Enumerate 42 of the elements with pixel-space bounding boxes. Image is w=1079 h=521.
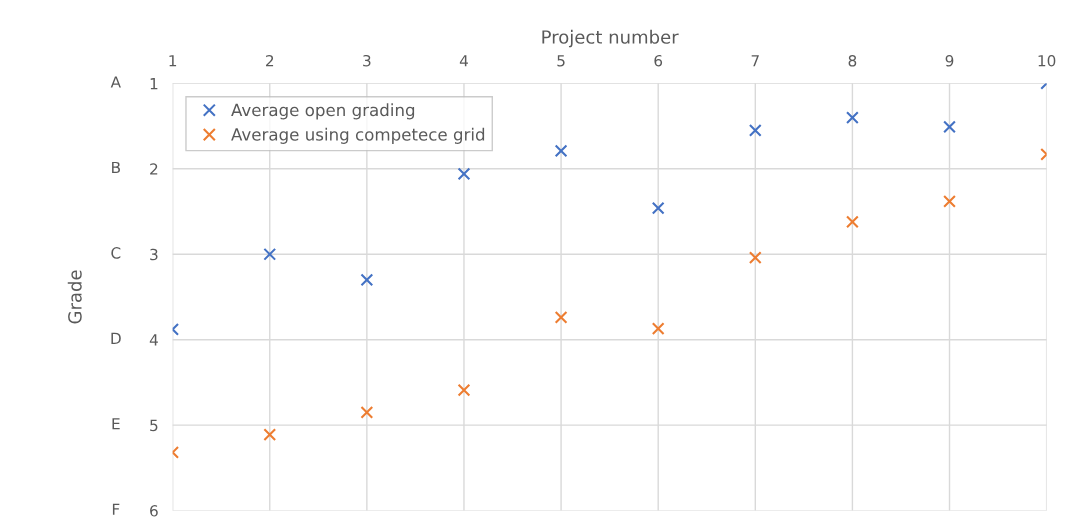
point [360, 405, 374, 419]
y-tick-label: 5 [150, 419, 158, 432]
x-axis-title: Project number [542, 29, 679, 48]
legend-label: Average open grading [231, 103, 415, 120]
y-axis-title: Grade [67, 270, 82, 324]
point [457, 383, 471, 397]
point [360, 273, 374, 287]
x-tick-label: 1 [169, 55, 177, 67]
point [263, 247, 277, 261]
point [651, 322, 665, 335]
point [457, 167, 471, 181]
point [943, 120, 956, 134]
legend-label: Average using competece grid [231, 127, 485, 144]
text: D [111, 332, 121, 344]
point [748, 251, 762, 265]
point [554, 144, 568, 158]
text: F [112, 503, 120, 515]
x-tick-label: 9 [945, 54, 954, 67]
text: B [112, 161, 120, 174]
x-tick-label: 8 [848, 54, 857, 67]
x-tick-label: 3 [363, 54, 371, 67]
x-tick-label: 2 [266, 54, 274, 67]
text: E [112, 418, 120, 430]
point [748, 123, 762, 137]
x-tick-label: 6 [654, 54, 663, 67]
point [554, 311, 568, 324]
point [263, 428, 277, 441]
point [845, 111, 859, 124]
x-tick-label: 4 [459, 55, 468, 67]
x-tick-label: 5 [557, 55, 565, 67]
point [651, 201, 665, 215]
y-tick-label: 3 [150, 248, 158, 261]
point [943, 194, 956, 208]
x-tick-label: 7 [751, 55, 759, 67]
y-tick-label: 1 [150, 78, 158, 90]
text: A [110, 76, 121, 88]
y-tick-label: 6 [150, 505, 158, 517]
x-tick-label: 10 [1038, 54, 1056, 67]
y-tick-label: 4 [149, 334, 158, 346]
y-tick-label: 2 [150, 163, 158, 175]
point [845, 215, 859, 229]
text: C [111, 247, 121, 259]
